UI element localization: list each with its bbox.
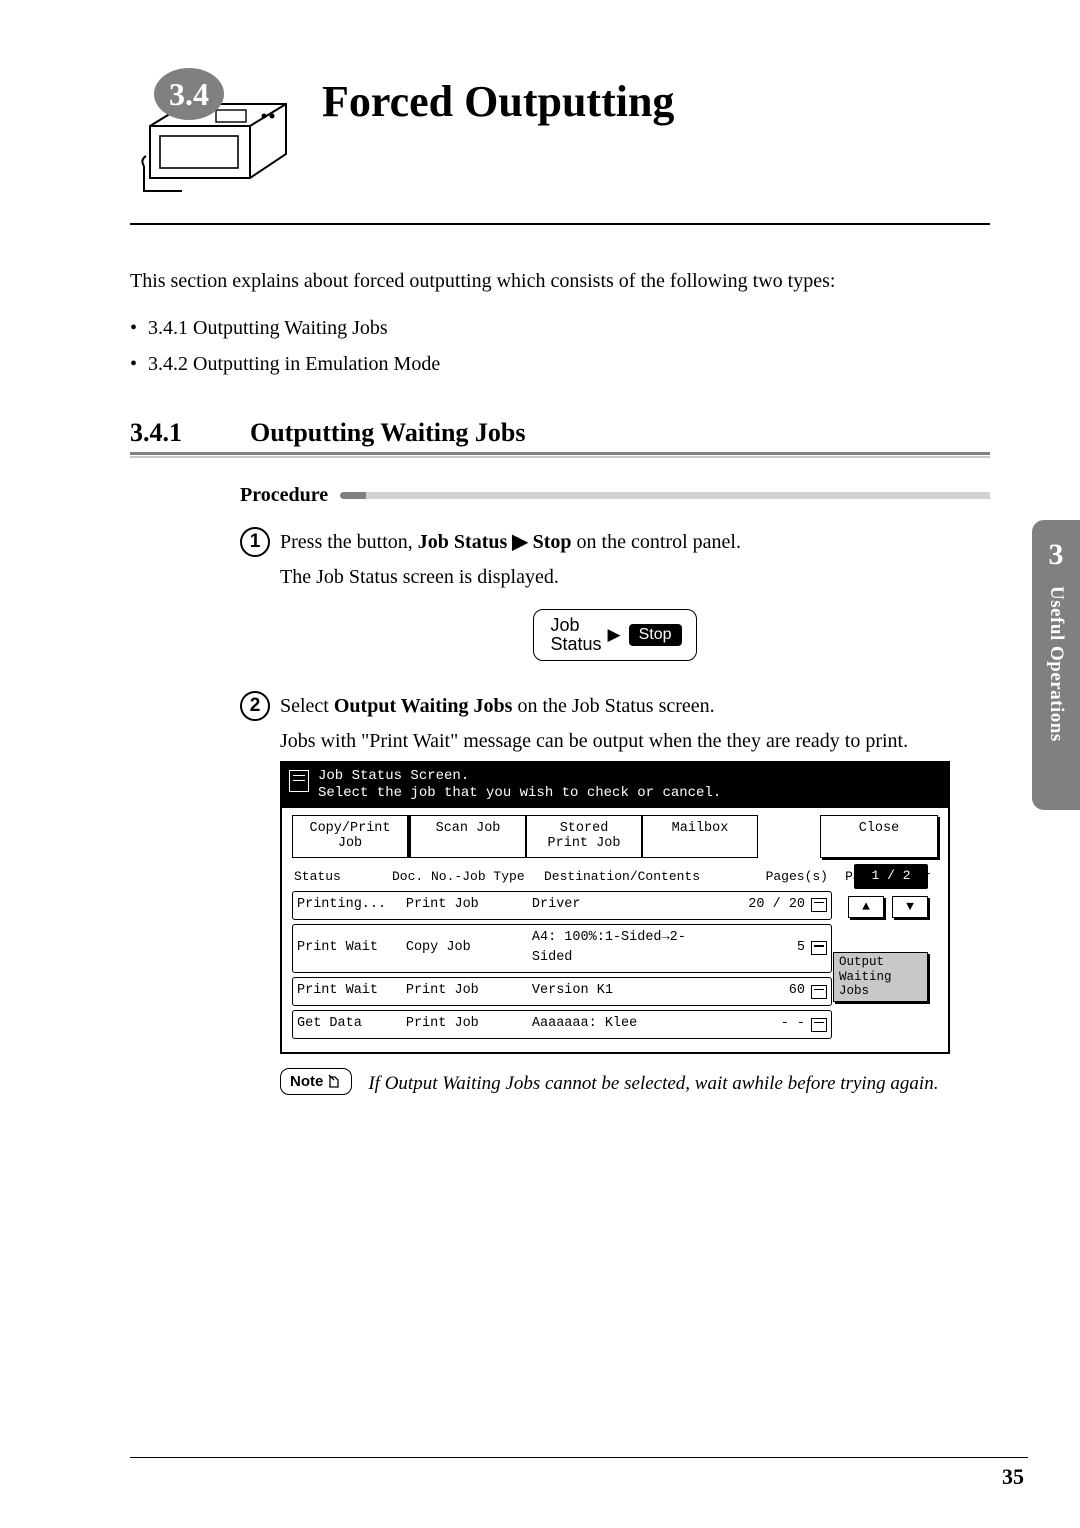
type-list: 3.4.1 Outputting Waiting Jobs 3.4.2 Outp… (130, 310, 990, 382)
table-row[interactable]: Printing... Print Job Driver 20 / 20 (292, 891, 832, 920)
hdr-status: Status (294, 867, 392, 887)
procedure-bar (340, 492, 990, 499)
chapter-header: 3.4 Forced Outputting (130, 60, 990, 205)
step-2: 2 Select Output Waiting Jobs on the Job … (240, 691, 990, 1099)
tab-copy-print[interactable]: Copy/Print Job (292, 815, 410, 859)
hdr-doc: Doc. No.-Job Type (392, 867, 544, 887)
step-1-line-1: Press the button, Job Status ▶ Stop on t… (280, 527, 990, 558)
step-1: 1 Press the button, Job Status ▶ Stop on… (240, 527, 990, 597)
column-headers: Status Doc. No.-Job Type Destination/Con… (292, 864, 938, 890)
header-rule (130, 223, 990, 225)
side-tab-number: 3 (1049, 538, 1064, 572)
list-item: 3.4.2 Outputting in Emulation Mode (130, 346, 990, 382)
tab-row: Copy/Print Job Scan Job Stored Print Job… (292, 815, 938, 859)
list-item: 3.4.1 Outputting Waiting Jobs (130, 310, 990, 346)
procedure-heading: Procedure (240, 484, 990, 507)
chapter-title: Forced Outputting (322, 76, 674, 127)
note-badge: Note (280, 1068, 352, 1095)
chapter-side-tab: 3 Useful Operations (1032, 520, 1080, 810)
job-status-screen: Job Status Screen. Select the job that y… (280, 761, 950, 1054)
side-tab-text: Useful Operations (1045, 586, 1067, 742)
subsection-title: Outputting Waiting Jobs (250, 418, 526, 448)
output-waiting-jobs-button[interactable]: Output Waiting Jobs (833, 952, 928, 1001)
tab-stored-print[interactable]: Stored Print Job (526, 815, 642, 859)
arrow-icon: ▶ (608, 625, 621, 645)
screen-titlebar: Job Status Screen. Select the job that y… (282, 763, 948, 808)
table-row[interactable]: Print Wait Print Job Version K1 60 (292, 977, 832, 1006)
step-1-line-2: The Job Status screen is displayed. (280, 562, 990, 593)
subsection-number: 3.4.1 (130, 418, 250, 448)
note-row: Note If Output Waiting Jobs cannot be se… (280, 1068, 990, 1098)
job-icon (811, 941, 827, 955)
table-row[interactable]: Get Data Print Job Aaaaaaa: Klee - - (292, 1010, 832, 1039)
note-icon (327, 1074, 343, 1090)
scroll-up-button[interactable]: ▲ (848, 896, 884, 918)
subsection-header: 3.4.1 Outputting Waiting Jobs (130, 418, 990, 448)
hdr-pages: Pages(s) (744, 867, 840, 887)
close-button[interactable]: Close (820, 815, 938, 859)
subsection-rule (130, 452, 990, 458)
job-status-label: Job Status (550, 616, 601, 654)
step-number-2: 2 (240, 691, 280, 1099)
intro-text: This section explains about forced outpu… (130, 267, 990, 296)
job-icon (811, 1018, 827, 1032)
job-status-button-diagram: Job Status ▶ Stop (240, 609, 990, 661)
screen-title-1: Job Status Screen. (318, 768, 940, 786)
page-number: 35 (1002, 1464, 1024, 1490)
procedure-label: Procedure (240, 484, 328, 507)
table-row[interactable]: Print Wait Copy Job A4: 100%:1-Sided→2-S… (292, 924, 832, 974)
tab-mailbox[interactable]: Mailbox (642, 815, 758, 859)
step-2-line-2: Jobs with "Print Wait" message can be ou… (280, 726, 990, 757)
footer-rule (130, 1457, 1028, 1458)
section-number-badge: 3.4 (154, 68, 224, 120)
printer-icon (138, 96, 298, 201)
header-icon-area: 3.4 (130, 60, 310, 205)
stop-button-graphic: Stop (629, 624, 682, 646)
document-icon (289, 770, 309, 792)
tab-scan-job[interactable]: Scan Job (410, 815, 526, 859)
note-text: If Output Waiting Jobs cannot be selecte… (368, 1068, 938, 1098)
hdr-dest: Destination/Contents (544, 867, 744, 887)
scroll-down-button[interactable]: ▼ (892, 896, 928, 918)
job-icon (811, 985, 827, 999)
screen-title-2: Select the job that you wish to check or… (318, 785, 940, 803)
job-icon (811, 898, 827, 912)
step-number-1: 1 (240, 527, 280, 597)
section-number: 3.4 (169, 76, 209, 113)
step-2-line-1: Select Output Waiting Jobs on the Job St… (280, 691, 990, 722)
page-indicator: 1 / 2 (854, 864, 928, 888)
